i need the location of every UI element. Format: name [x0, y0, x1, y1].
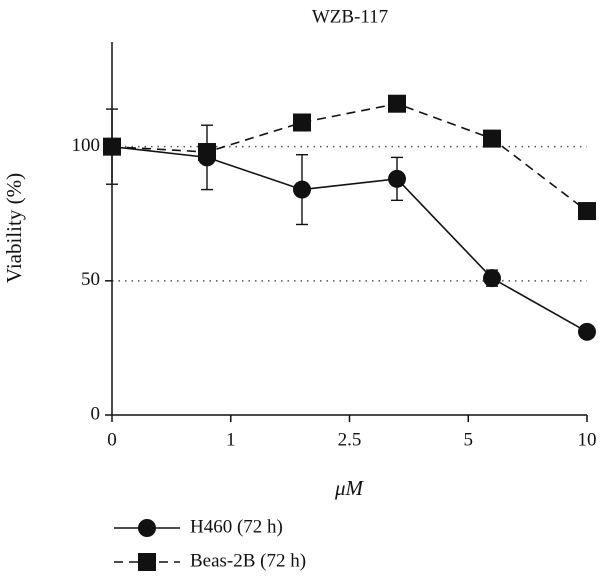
- x-tick-label: 10: [578, 429, 597, 450]
- x-tick-label: 5: [464, 429, 474, 450]
- x-tick-label: 1: [226, 429, 236, 450]
- x-tick-label: 0: [107, 429, 117, 450]
- x-tick-label: 2.5: [338, 429, 362, 450]
- marker: [578, 202, 596, 221]
- legend-label: H460 (72 h): [190, 516, 283, 537]
- marker: [483, 269, 501, 288]
- chart-title: WZB-117: [312, 6, 388, 27]
- legend-marker: [138, 553, 156, 571]
- x-axis-label: μM: [334, 476, 365, 500]
- marker: [578, 322, 596, 341]
- marker: [293, 180, 311, 199]
- marker: [388, 169, 406, 188]
- legend-label: Beas-2B (72 h): [190, 550, 306, 571]
- series-line: [111, 102, 588, 212]
- series-line: [111, 145, 588, 333]
- legend-marker: [138, 519, 156, 537]
- y-tick-label: 0: [91, 403, 101, 424]
- marker: [103, 137, 121, 156]
- marker: [483, 129, 501, 148]
- marker: [293, 113, 311, 132]
- marker: [388, 94, 406, 113]
- y-tick-label: 50: [81, 269, 100, 290]
- marker: [198, 143, 216, 162]
- y-axis-label: Viability (%): [2, 173, 26, 283]
- y-tick-label: 100: [72, 135, 101, 156]
